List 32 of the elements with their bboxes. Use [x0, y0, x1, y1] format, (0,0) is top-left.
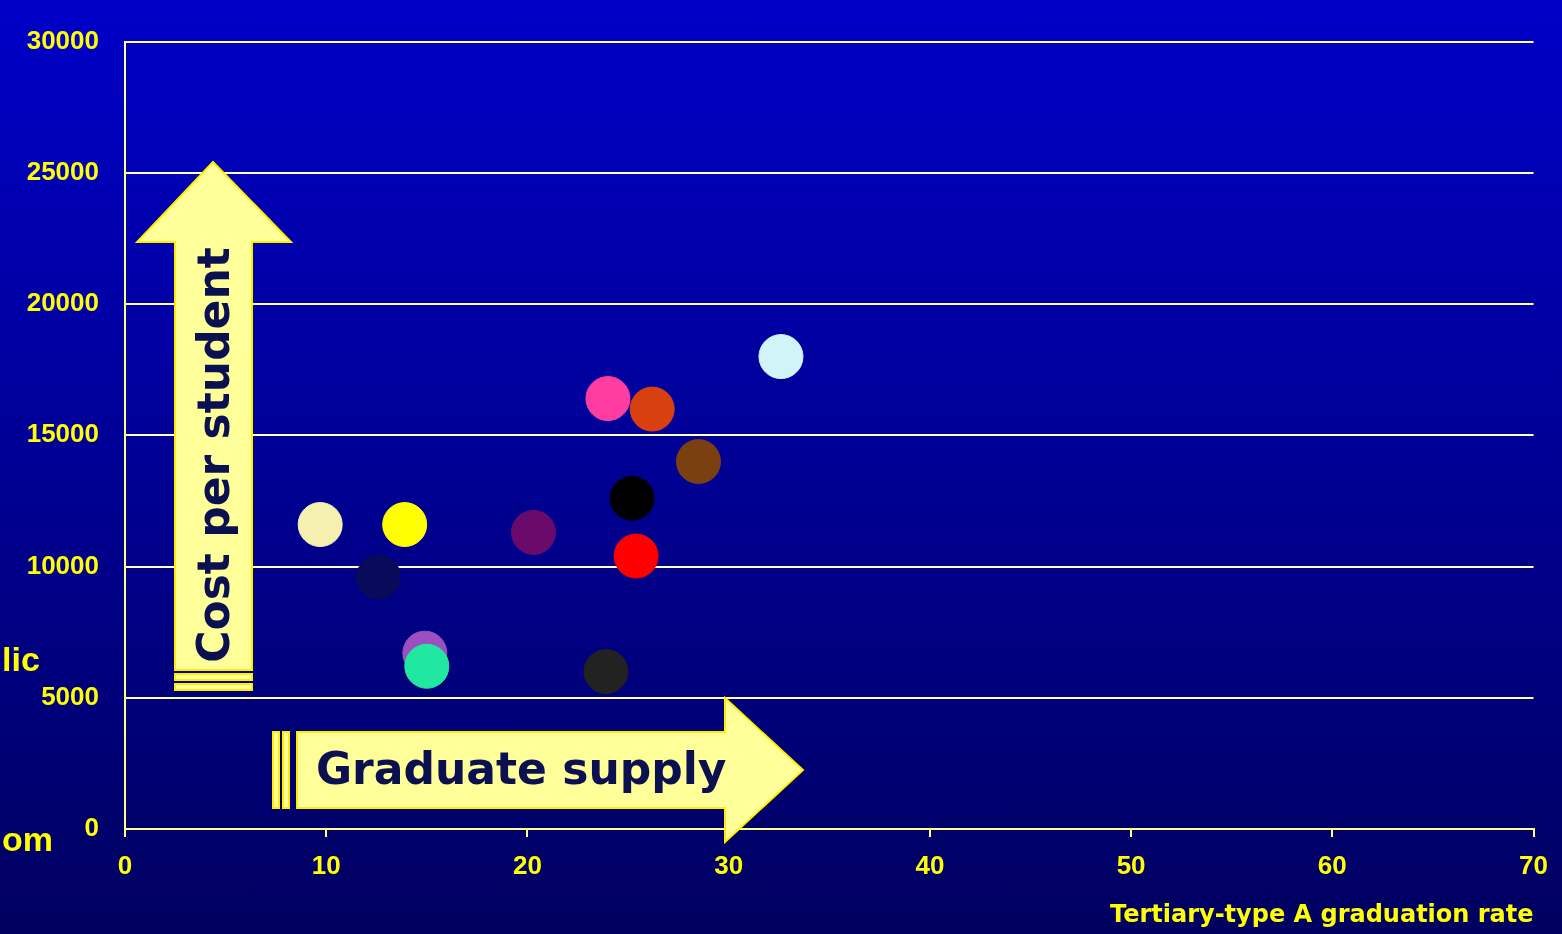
- x-tick-label: 30: [714, 849, 744, 880]
- point: [675, 439, 721, 485]
- annotation: Cost per student: [187, 247, 239, 663]
- point: [609, 475, 655, 521]
- y-tick-label: 10000: [26, 549, 99, 580]
- point: [613, 533, 659, 579]
- point: [758, 334, 804, 380]
- y-tick-label: 20000: [26, 287, 99, 318]
- x-tick-label: 10: [311, 849, 341, 880]
- annotation: Graduate supply: [316, 743, 727, 794]
- y-tick-label: 0: [84, 812, 99, 843]
- x-tick-label: 70: [1519, 849, 1548, 880]
- point: [629, 386, 675, 432]
- y-tick-label: 25000: [26, 156, 99, 187]
- y-tick-label: 30000: [26, 24, 99, 55]
- y-tick-label: 15000: [26, 418, 99, 449]
- point: [404, 643, 450, 689]
- point: [297, 502, 343, 548]
- text: lic: [2, 640, 40, 679]
- x-tick-label: 40: [915, 849, 945, 880]
- point: [382, 502, 428, 548]
- text: om: [2, 820, 53, 859]
- point: [585, 376, 631, 422]
- point: [356, 554, 402, 600]
- point: [510, 509, 556, 555]
- x-axis-title: Tertiary-type A graduation rate: [1109, 899, 1534, 928]
- x-tick-label: 0: [117, 849, 133, 880]
- y-tick-label: 5000: [41, 680, 99, 711]
- x-tick-label: 60: [1317, 849, 1347, 880]
- x-tick-label: 20: [512, 849, 542, 880]
- x-tick-label: 50: [1116, 849, 1146, 880]
- point: [583, 649, 629, 695]
